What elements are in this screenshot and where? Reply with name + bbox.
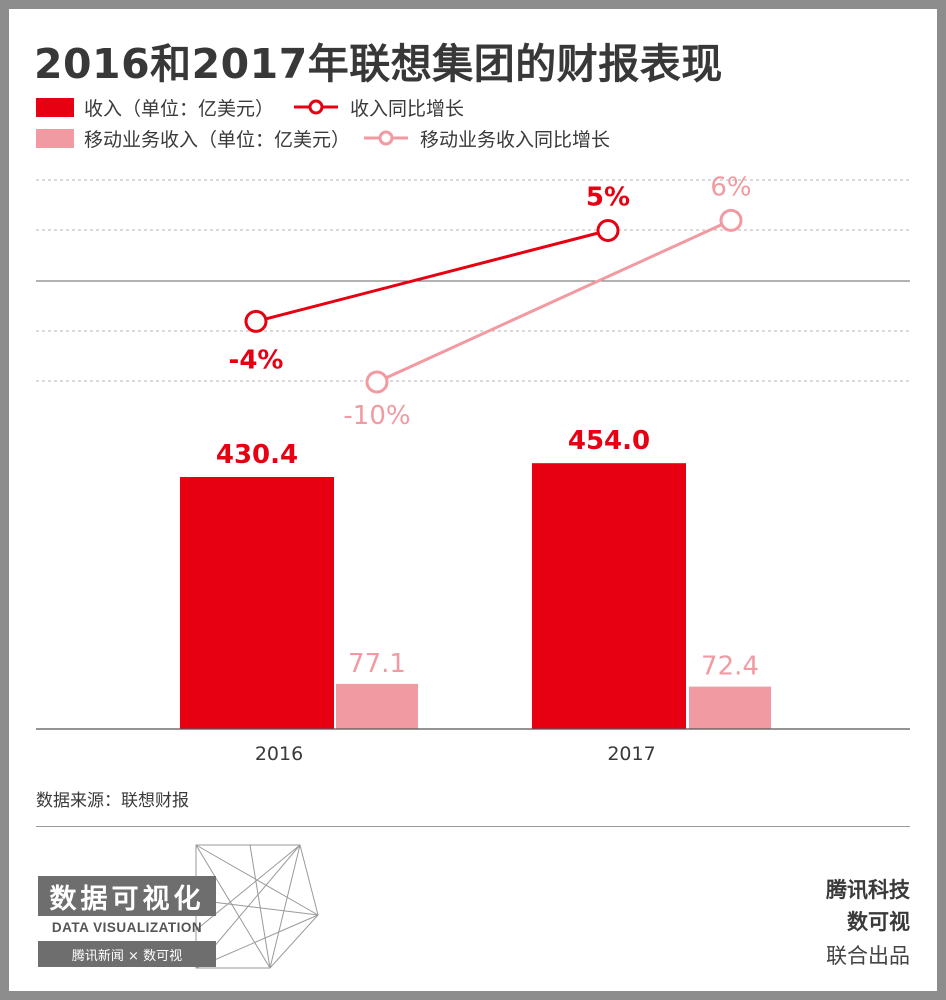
revenue-growth-label-2017: 5% (586, 183, 630, 213)
brand-subtitle: DATA VISUALIZATION (51, 919, 203, 935)
legend-row-2: 移动业务收入（单位：亿美元） 移动业务收入同比增长 (36, 123, 610, 153)
mobile-growth-point-2016 (365, 370, 389, 394)
x-tick-label-2017: 2017 (607, 743, 655, 765)
revenue-growth-point-2017 (596, 219, 620, 242)
bar-mobile-2017 (689, 686, 771, 729)
bar-label-revenue-2017: 454.0 (568, 426, 650, 456)
bar-label-mobile-2017: 72.4 (701, 652, 759, 682)
legend-label-mobile-growth: 移动业务收入同比增长 (420, 128, 611, 151)
credit-tencent-tech: 腾讯科技 (826, 878, 910, 902)
x-tick-label-2016: 2016 (255, 743, 303, 765)
bar-revenue-2016 (180, 477, 334, 729)
bar-label-mobile-2016: 77.1 (348, 649, 406, 679)
bar-revenue-2017 (532, 463, 686, 729)
brand-title: 数据可视化 (38, 876, 216, 916)
legend-swatch-revenue (36, 97, 74, 117)
brand-strip: 腾讯新闻 × 数可视 (38, 941, 216, 967)
revenue-growth-point-2016 (244, 309, 268, 333)
mobile-growth-line (376, 219, 732, 384)
revenue-growth-line (255, 229, 609, 323)
bar-mobile-2016 (336, 683, 418, 729)
legend-swatch-mobile (36, 128, 74, 148)
legend-marker-mobile-growth (364, 130, 409, 146)
legend-label-revenue-growth: 收入同比增长 (350, 97, 465, 120)
legend-row-1: 收入（单位：亿美元） 收入同比增长 (36, 92, 464, 122)
legend-label-mobile: 移动业务收入（单位：亿美元） (84, 128, 351, 151)
revenue-growth-label-2016: -4% (229, 345, 284, 375)
footer-divider (36, 826, 910, 827)
mobile-growth-point-2017 (719, 208, 743, 232)
credit-shukeshi: 数可视 (847, 910, 910, 934)
legend-label-revenue: 收入（单位：亿美元） (84, 97, 275, 120)
chart-title: 2016和2017年联想集团的财报表现 (34, 40, 723, 88)
mobile-growth-label-2016: -10% (343, 401, 410, 431)
credit-joint-production: 联合出品 (826, 944, 910, 968)
data-source: 数据来源：联想财报 (36, 791, 189, 811)
bar-label-revenue-2016: 430.4 (216, 440, 298, 470)
mobile-growth-label-2017: 6% (710, 172, 751, 202)
legend-marker-revenue-growth (294, 99, 339, 115)
